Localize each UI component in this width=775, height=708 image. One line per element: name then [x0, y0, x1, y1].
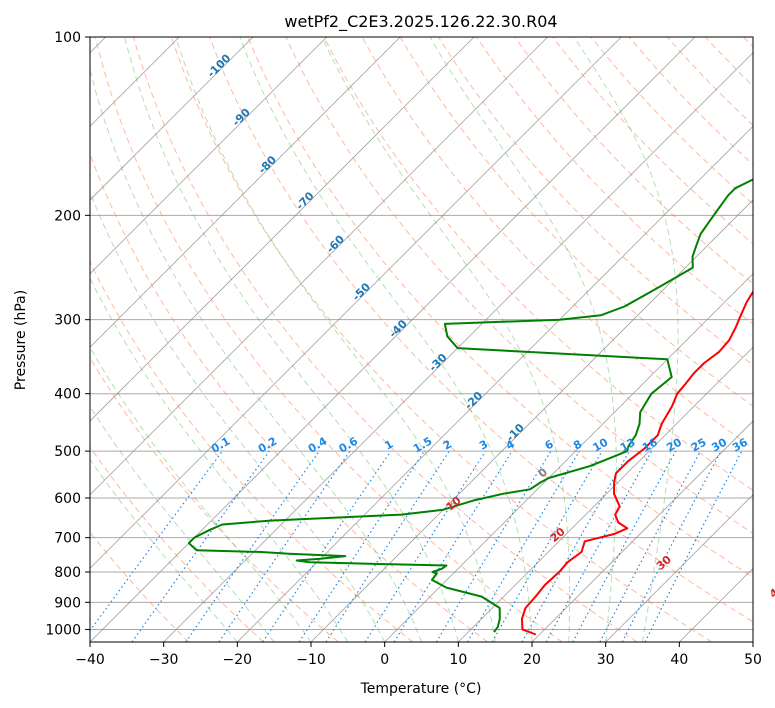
x-axis: −40 −30 −20 −10 0 10 20 30 40 50 — [75, 642, 762, 668]
dry-adiabat-line — [285, 37, 753, 535]
dry-adiabat-line — [90, 260, 414, 642]
y-axis-title: Pressure (hPa) — [13, 290, 29, 390]
isotherm-line — [90, 37, 401, 348]
mixing-ratio-line — [393, 450, 513, 642]
mixing-ratio-line — [218, 450, 351, 642]
x-tick-label: 10 — [449, 652, 467, 668]
mixing-ratio-line — [466, 450, 580, 642]
x-tick-label: −10 — [296, 652, 326, 668]
mixing-ratio-line — [325, 450, 450, 642]
dry-adiabat-line — [399, 37, 753, 407]
dry-adiabat-line — [90, 446, 264, 642]
moist-adiabat-line — [90, 190, 386, 642]
dry-adiabat-line — [769, 24, 775, 642]
dry-adiabat-line — [94, 37, 563, 642]
isotherm-line — [237, 125, 753, 642]
mixing-ratio-line — [435, 450, 552, 642]
x-axis-title: Temperature (°C) — [360, 681, 482, 697]
isotherm-line — [163, 52, 753, 642]
moist-adiabat-line — [239, 37, 533, 642]
plot-frame — [89, 36, 754, 643]
y-tick-label: 700 — [54, 531, 81, 547]
x-tick-label: −40 — [75, 652, 105, 668]
y-tick-label: 400 — [54, 387, 81, 403]
x-tick-label: −20 — [223, 652, 253, 668]
x-tick-label: 30 — [597, 652, 615, 668]
x-tick-label: 0 — [380, 652, 389, 668]
isotherm-line — [531, 420, 753, 642]
mixing-ratio-line — [262, 450, 392, 642]
moist-adiabat-line — [90, 405, 275, 642]
y-tick-label: 800 — [54, 565, 81, 581]
plot-background — [90, 37, 753, 642]
moist-adiabat-line — [429, 37, 617, 642]
y-tick-label: 1000 — [45, 622, 81, 638]
isotherm-line — [90, 37, 254, 201]
moist-adiabat-line — [321, 37, 571, 642]
dry-adiabat-line — [209, 37, 753, 623]
mixing-ratio-line — [364, 450, 486, 642]
moist-adiabat-line — [90, 277, 349, 642]
dewpoint-profile-line — [187, 178, 753, 633]
dry-adiabat-line — [247, 37, 753, 578]
dry-adiabat-line — [437, 37, 753, 366]
mixing-ratio-line — [185, 450, 320, 642]
x-tick-label: 40 — [670, 652, 688, 668]
mixing-ratio-line — [599, 450, 702, 642]
y-tick-label: 200 — [54, 208, 81, 224]
chart-title: wetPf2_C2E3.2025.126.22.30.R04 — [284, 12, 557, 32]
moist-adiabat-line — [124, 37, 459, 642]
y-tick-label: 600 — [54, 491, 81, 507]
isotherm-line — [90, 37, 622, 569]
isotherm-line — [90, 37, 548, 496]
dry-adiabat-line — [90, 152, 488, 642]
isotherm-line — [605, 494, 753, 642]
isotherm-line — [384, 273, 753, 642]
y-tick-label: 500 — [54, 444, 81, 460]
y-tick-label: 300 — [54, 313, 81, 329]
y-tick-label: 900 — [54, 595, 81, 611]
y-tick-label: 100 — [54, 30, 81, 46]
temperature-profile-line — [520, 289, 753, 636]
moist-adiabat-line — [90, 458, 238, 642]
moist-adiabat-line — [573, 37, 679, 642]
mixing-ratio-line — [298, 450, 425, 642]
moist-adiabat-line — [90, 67, 422, 642]
x-tick-label: 20 — [523, 652, 541, 668]
dry-adiabat-label: 40 — [767, 581, 775, 601]
dry-adiabat-line — [323, 37, 753, 491]
isotherm-line — [90, 37, 327, 275]
y-axis: 100 200 300 400 500 600 700 800 900 1000 — [45, 30, 90, 638]
profile-lines — [187, 178, 753, 636]
isotherm-line — [90, 37, 475, 422]
x-tick-label: 50 — [744, 652, 762, 668]
x-tick-label: −30 — [149, 652, 179, 668]
isotherm-line — [752, 641, 753, 642]
dry-adiabat-line — [132, 37, 638, 642]
moist-adiabat-line — [90, 346, 312, 642]
background-reference-lines — [90, 24, 775, 642]
isotherm-line — [458, 346, 753, 642]
mixing-ratio-line — [572, 450, 677, 642]
dry-adiabat-line — [361, 37, 753, 449]
